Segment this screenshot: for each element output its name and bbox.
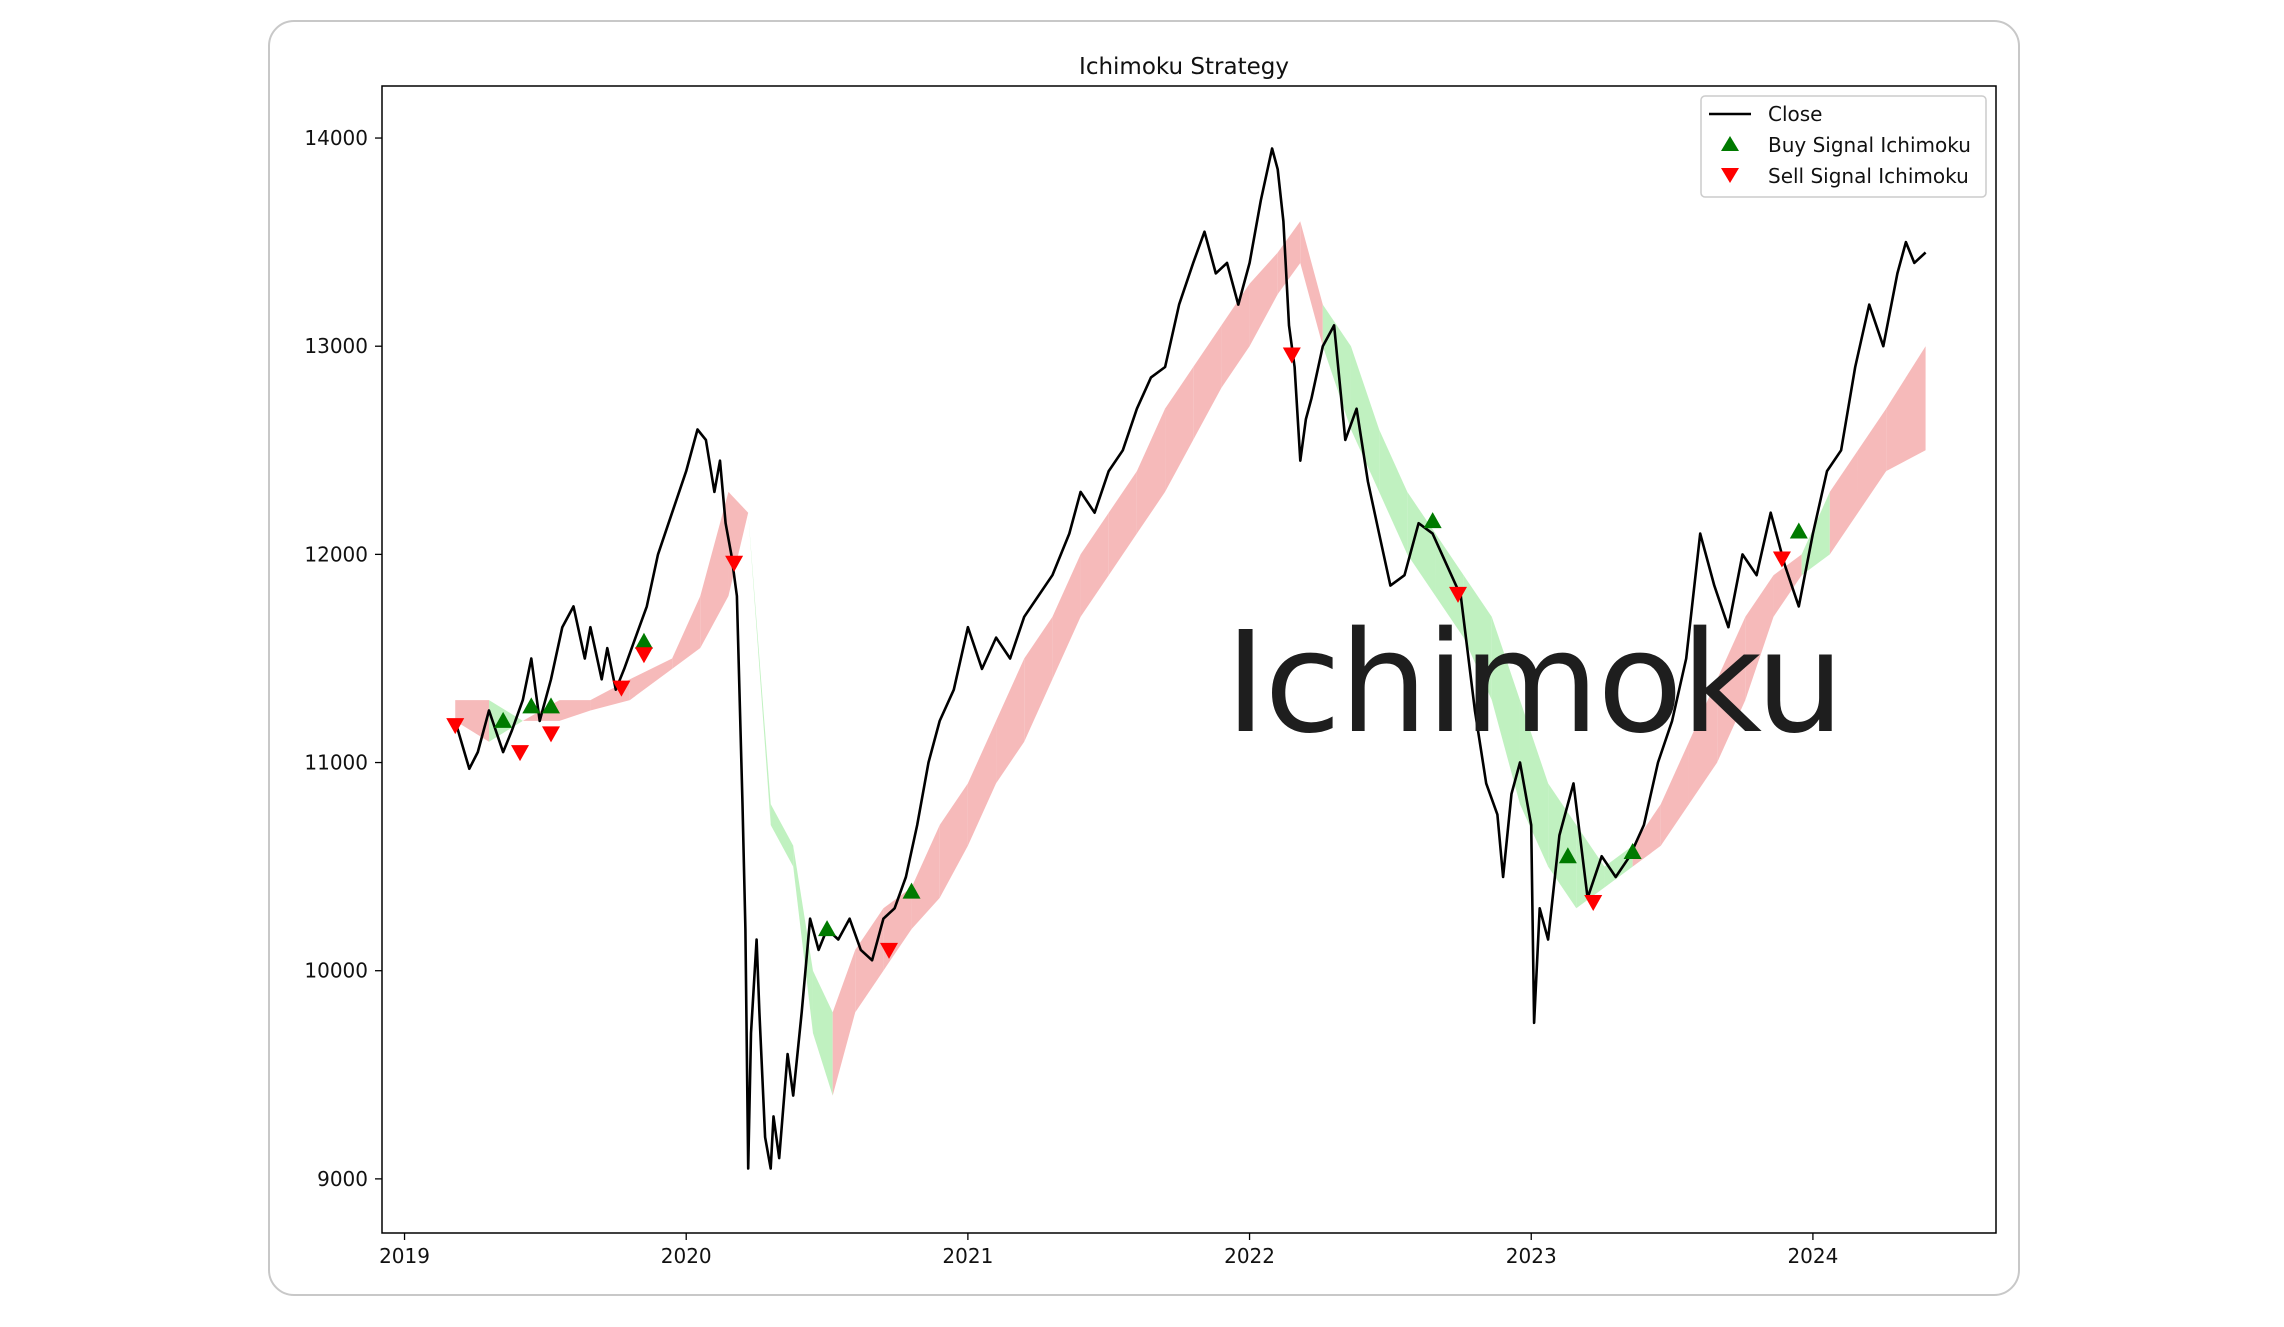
legend-buy-swatch bbox=[1721, 136, 1739, 151]
x-tick-label: 2024 bbox=[1787, 1244, 1838, 1268]
x-tick-label: 2020 bbox=[661, 1244, 712, 1268]
cloud-segment bbox=[522, 700, 560, 721]
cloud-segment bbox=[1491, 616, 1520, 805]
legend-label-buy: Buy Signal Ichimoku bbox=[1768, 133, 1971, 157]
y-tick-label: 10000 bbox=[304, 959, 368, 983]
close-series bbox=[453, 147, 1927, 1170]
cloud-segment bbox=[1435, 533, 1464, 638]
cloud-segment bbox=[1407, 491, 1436, 597]
cloud-segment bbox=[1829, 450, 1858, 555]
cloud-segment bbox=[1576, 824, 1605, 909]
cloud-segment bbox=[559, 700, 591, 721]
cloud-segment bbox=[1080, 512, 1109, 617]
buy-signal-marker bbox=[634, 632, 653, 649]
buy-signal-marker bbox=[494, 711, 513, 728]
cloud-segment bbox=[1463, 575, 1492, 701]
y-tick-label: 11000 bbox=[304, 751, 368, 775]
sell-signal-marker bbox=[612, 680, 631, 697]
cloud-segment bbox=[1165, 367, 1194, 492]
signal-markers bbox=[446, 347, 1808, 959]
legend-sell-swatch bbox=[1721, 168, 1739, 183]
cloud-segment bbox=[455, 700, 490, 742]
cloud-segment bbox=[1108, 471, 1137, 576]
cloud-segment bbox=[1857, 408, 1887, 513]
cloud-segment bbox=[1300, 221, 1323, 347]
ichimoku-cloud bbox=[455, 221, 1926, 1096]
cloud-segment bbox=[1249, 252, 1278, 347]
cloud-segment bbox=[812, 970, 833, 1096]
cloud-segment bbox=[672, 596, 701, 669]
buy-signal-marker bbox=[1789, 522, 1808, 539]
x-tick-label: 2021 bbox=[942, 1244, 993, 1268]
sell-signal-marker bbox=[511, 745, 530, 762]
chart-card: Ichimoku Strategy 2019 2020 2021 2022 2023 20… bbox=[268, 20, 2020, 1296]
cloud-segment bbox=[967, 720, 997, 846]
buy-signal-marker bbox=[818, 920, 837, 937]
cloud-segment bbox=[1024, 616, 1053, 742]
y-tick-label: 14000 bbox=[304, 126, 368, 150]
cloud-segment bbox=[728, 491, 749, 597]
cloud-segment bbox=[1193, 325, 1222, 440]
cloud-segment bbox=[939, 783, 968, 898]
legend-label-sell: Sell Signal Ichimoku bbox=[1768, 164, 1969, 188]
buy-signal-marker bbox=[522, 697, 541, 714]
buy-signal-marker bbox=[1558, 847, 1577, 864]
cloud-segment bbox=[748, 512, 771, 825]
cloud-segment bbox=[1052, 554, 1081, 680]
buy-signal-marker bbox=[1423, 512, 1442, 529]
chart-title: Ichimoku Strategy bbox=[1079, 54, 1289, 80]
legend-label-close: Close bbox=[1768, 102, 1822, 126]
sell-signal-marker bbox=[880, 942, 899, 959]
y-tick-label: 9000 bbox=[317, 1167, 368, 1191]
legend-box bbox=[1700, 95, 1987, 198]
buy-signal-marker bbox=[902, 882, 921, 899]
sell-signal-marker bbox=[1449, 586, 1467, 603]
cloud-segment bbox=[1660, 741, 1689, 846]
cloud-segment bbox=[1350, 346, 1380, 492]
sell-signal-marker bbox=[1584, 895, 1603, 912]
cloud-segment bbox=[793, 845, 813, 1034]
cloud-segment bbox=[996, 658, 1025, 784]
x-axis: 2019 2020 2021 2022 2023 2024 bbox=[379, 1233, 1838, 1268]
cloud-segment bbox=[1519, 700, 1549, 867]
sell-signal-marker bbox=[725, 555, 744, 572]
buy-signal-marker bbox=[542, 697, 561, 714]
cloud-segment bbox=[911, 824, 940, 930]
cloud-segment bbox=[1688, 679, 1718, 805]
y-tick-label: 13000 bbox=[304, 334, 368, 358]
sell-signal-marker bbox=[1772, 551, 1791, 568]
cloud-segment bbox=[1773, 554, 1802, 617]
cloud-segment bbox=[1379, 429, 1408, 555]
y-axis: 9000 10000 11000 12000 13000 14000 bbox=[304, 126, 382, 1191]
sell-signal-marker bbox=[542, 726, 561, 743]
buy-signal-marker bbox=[1623, 843, 1642, 860]
cloud-segment bbox=[1632, 804, 1661, 867]
cloud-segment bbox=[1277, 221, 1301, 295]
cloud-segment bbox=[629, 658, 673, 701]
cloud-segment bbox=[1886, 346, 1926, 472]
sell-signal-marker bbox=[446, 718, 465, 735]
cloud-segment bbox=[1717, 616, 1746, 763]
plot-frame bbox=[381, 85, 1997, 1234]
cloud-segment bbox=[1136, 408, 1166, 534]
cloud-segment bbox=[1745, 575, 1774, 701]
cloud-segment bbox=[1801, 491, 1830, 576]
cloud-segment bbox=[770, 804, 794, 867]
close-line bbox=[453, 147, 1927, 1170]
cloud-segment bbox=[832, 949, 856, 1096]
x-tick-label: 2022 bbox=[1224, 1244, 1275, 1268]
legend: Close Buy Signal Ichimoku Sell Signal Ic… bbox=[1700, 95, 1987, 198]
x-tick-label: 2023 bbox=[1506, 1244, 1557, 1268]
watermark-text: Ichimoku bbox=[1225, 602, 1844, 765]
cloud-segment bbox=[855, 908, 884, 1013]
cloud-segment bbox=[700, 491, 729, 649]
ichimoku-chart: Ichimoku Strategy 2019 2020 2021 2022 2023 20… bbox=[304, 54, 1997, 1268]
cloud-segment bbox=[1221, 283, 1250, 388]
cloud-segment bbox=[1548, 783, 1577, 909]
sell-signal-marker bbox=[634, 647, 653, 664]
x-tick-label: 2019 bbox=[379, 1244, 430, 1268]
sell-signal-marker bbox=[1282, 347, 1301, 364]
y-tick-label: 12000 bbox=[304, 542, 368, 566]
